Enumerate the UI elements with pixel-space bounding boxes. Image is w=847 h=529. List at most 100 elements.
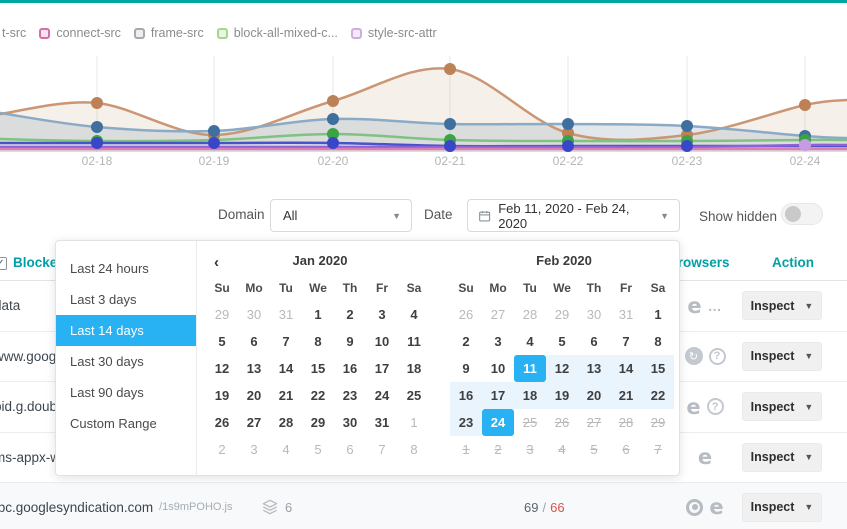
preset-last-90-days[interactable]: Last 90 days (70, 385, 144, 400)
calendar-day[interactable]: 24 (482, 409, 514, 436)
select-all-checkbox[interactable]: ✓ (0, 257, 7, 270)
inspect-button[interactable]: Inspect ▼ (742, 392, 822, 422)
prev-month-icon[interactable]: ‹ (214, 254, 219, 271)
calendar-day[interactable]: 3 (378, 307, 386, 322)
calendar-day[interactable]: 15 (642, 355, 674, 382)
calendar-day[interactable]: 1 (410, 415, 418, 430)
legend-item-t-src[interactable]: t-src (2, 26, 26, 40)
calendar-day[interactable]: 31 (278, 307, 294, 322)
calendar-day[interactable]: 30 (586, 307, 602, 322)
calendar-day[interactable]: 4 (526, 334, 534, 349)
calendar-day[interactable]: 30 (246, 307, 262, 322)
calendar-day[interactable]: 1 (314, 307, 322, 322)
calendar-day[interactable]: 3 (250, 442, 258, 457)
calendar-day[interactable]: 26 (554, 415, 570, 430)
calendar-day[interactable]: 9 (346, 334, 354, 349)
calendar-day[interactable]: 17 (374, 361, 390, 376)
preset-last-14-days[interactable]: Last 14 days (56, 315, 196, 346)
calendar-day[interactable]: 25 (522, 415, 538, 430)
calendar-day[interactable]: 6 (590, 334, 598, 349)
calendar-day[interactable]: 14 (610, 355, 642, 382)
calendar-day[interactable]: 27 (586, 415, 602, 430)
legend-item-block-all-mixed-c[interactable]: block-all-mixed-c... (216, 26, 338, 40)
domain-select[interactable]: All ▼ (270, 199, 412, 232)
calendar-day[interactable]: 2 (494, 442, 502, 457)
calendar-day[interactable]: 19 (214, 388, 230, 403)
legend-item-connect-src[interactable]: connect-src (39, 26, 121, 40)
calendar-day[interactable]: 14 (278, 361, 294, 376)
calendar-day[interactable]: 13 (246, 361, 262, 376)
calendar-day[interactable]: 6 (622, 442, 630, 457)
calendar-day[interactable]: 8 (314, 334, 322, 349)
calendar-day[interactable]: 28 (278, 415, 294, 430)
calendar-day[interactable]: 23 (342, 388, 358, 403)
calendar-day[interactable]: 10 (374, 334, 390, 349)
calendar-day[interactable]: 27 (246, 415, 262, 430)
preset-last-3-days[interactable]: Last 3 days (70, 292, 137, 307)
calendar-day[interactable]: 5 (558, 334, 566, 349)
calendar-day[interactable]: 16 (450, 382, 482, 409)
calendar-day[interactable]: 18 (514, 382, 546, 409)
calendar-day[interactable]: 11 (514, 355, 546, 382)
calendar-day[interactable]: 2 (218, 442, 226, 457)
calendar-day[interactable]: 5 (590, 442, 598, 457)
calendar-day[interactable]: 23 (450, 409, 482, 436)
show-hidden-toggle[interactable] (781, 203, 823, 225)
calendar-day[interactable]: 28 (522, 307, 538, 322)
calendar-day[interactable]: 4 (558, 442, 566, 457)
calendar-day[interactable]: 2 (346, 307, 354, 322)
calendar-day[interactable]: 24 (374, 388, 390, 403)
calendar-day[interactable]: 18 (406, 361, 422, 376)
preset-last-30-days[interactable]: Last 30 days (70, 354, 144, 369)
inspect-button[interactable]: Inspect ▼ (742, 442, 822, 472)
calendar-day[interactable]: 20 (578, 382, 610, 409)
calendar-day[interactable]: 1 (654, 307, 662, 322)
calendar-day[interactable]: 1 (462, 442, 470, 457)
calendar-day[interactable]: 7 (622, 334, 630, 349)
calendar-day[interactable]: 21 (610, 382, 642, 409)
calendar-day[interactable]: 29 (554, 307, 570, 322)
calendar-day[interactable]: 5 (218, 334, 226, 349)
calendar-day[interactable]: 6 (250, 334, 258, 349)
more-browsers[interactable]: … (707, 297, 723, 314)
calendar-day[interactable]: 8 (654, 334, 662, 349)
calendar-day[interactable]: 28 (618, 415, 634, 430)
calendar-day[interactable]: 20 (246, 388, 262, 403)
calendar-day[interactable]: 27 (490, 307, 506, 322)
calendar-day[interactable]: 2 (462, 334, 470, 349)
calendar-day[interactable]: 25 (406, 388, 422, 403)
calendar-day[interactable]: 26 (458, 307, 474, 322)
calendar-day[interactable]: 7 (282, 334, 290, 349)
calendar-day[interactable]: 9 (462, 361, 470, 376)
calendar-day[interactable]: 4 (282, 442, 290, 457)
calendar-day[interactable]: 21 (278, 388, 294, 403)
calendar-day[interactable]: 4 (410, 307, 418, 322)
calendar-day[interactable]: 15 (310, 361, 326, 376)
legend-item-style-src-attr[interactable]: style-src-attr (350, 26, 437, 40)
calendar-day[interactable]: 3 (526, 442, 534, 457)
calendar-day[interactable]: 3 (494, 334, 502, 349)
calendar-day[interactable]: 31 (618, 307, 634, 322)
calendar-day[interactable]: 10 (490, 361, 506, 376)
calendar-day[interactable]: 22 (642, 382, 674, 409)
calendar-day[interactable]: 5 (314, 442, 322, 457)
preset-last-24-hours[interactable]: Last 24 hours (70, 261, 149, 276)
calendar-day[interactable]: 8 (410, 442, 418, 457)
calendar-day[interactable]: 29 (650, 415, 666, 430)
calendar-day[interactable]: 12 (546, 355, 578, 382)
legend-item-frame-src[interactable]: frame-src (133, 26, 204, 40)
calendar-day[interactable]: 31 (374, 415, 390, 430)
preset-custom-range[interactable]: Custom Range (70, 416, 157, 431)
inspect-button[interactable]: Inspect ▼ (742, 341, 822, 371)
calendar-day[interactable]: 17 (482, 382, 514, 409)
calendar-day[interactable]: 11 (407, 334, 421, 349)
calendar-day[interactable]: 13 (578, 355, 610, 382)
calendar-day[interactable]: 16 (342, 361, 358, 376)
calendar-day[interactable]: 7 (654, 442, 662, 457)
calendar-day[interactable]: 26 (214, 415, 230, 430)
calendar-day[interactable]: 29 (214, 307, 230, 322)
calendar-day[interactable]: 6 (346, 442, 354, 457)
inspect-button[interactable]: Inspect ▼ (742, 291, 822, 321)
calendar-day[interactable]: 30 (342, 415, 358, 430)
calendar-day[interactable]: 22 (310, 388, 326, 403)
